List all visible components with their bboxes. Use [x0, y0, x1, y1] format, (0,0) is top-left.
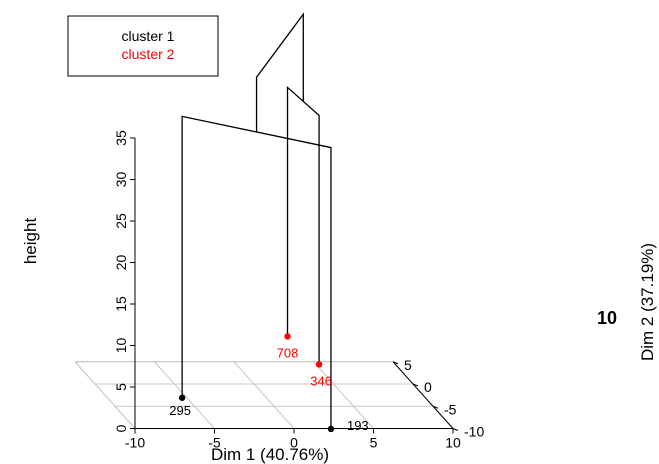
y-tick-label: -5: [444, 401, 457, 417]
z-tick-label: 30: [113, 172, 129, 188]
grid-line-x-2: [233, 361, 295, 429]
point-346: [315, 361, 323, 368]
x-tick-label: 0: [290, 435, 298, 451]
x-axis-label: Dim 1 (40.76%): [211, 445, 329, 464]
x-tick-label: -10: [125, 435, 145, 451]
y-tick-label: 5: [404, 357, 412, 373]
grid-line-x-3: [313, 361, 374, 429]
point-708: [284, 333, 291, 340]
y-axis-line: [392, 361, 454, 429]
merge-branch-1: [181, 115, 332, 429]
z-tick-label: 5: [113, 383, 129, 391]
y-tick-3: [392, 361, 399, 365]
y-tick-2: [412, 383, 419, 387]
legend: cluster 1 cluster 2: [67, 15, 219, 77]
axes: [130, 137, 459, 434]
y-tick-1: [432, 405, 439, 409]
z-tick-label: 25: [113, 213, 129, 229]
z-tick-label: 20: [113, 255, 129, 271]
grid-line-x-1: [154, 361, 215, 429]
x-tick-label: 5: [370, 435, 378, 451]
point-label-295: 295: [169, 403, 191, 418]
point-295: [178, 394, 186, 401]
z-axis-label: height: [21, 218, 40, 265]
z-tick-label: 10: [113, 338, 129, 354]
legend-entry-cluster-1: cluster 1: [122, 28, 175, 44]
y-tick-0: [452, 428, 459, 431]
point-193: [327, 425, 335, 433]
floor-grid: [74, 361, 454, 429]
point-label-708: 708: [277, 345, 299, 360]
points: 295 193 346 708: [169, 333, 369, 433]
legend-box: [67, 15, 219, 77]
merge-branch-top: [255, 12, 304, 132]
x-tick-label: -5: [208, 435, 221, 451]
legend-entry-cluster-2: cluster 2: [122, 46, 175, 62]
point-label-193: 193: [347, 418, 369, 433]
merge-branch-2: [286, 85, 320, 365]
z-tick-label: 15: [113, 296, 129, 312]
extra-label: 10: [597, 308, 617, 328]
y-tick-label: 0: [424, 379, 432, 395]
z-tick-label: 0: [113, 424, 129, 432]
z-tick-label: 35: [113, 130, 129, 146]
y-tick-label: -10: [464, 424, 484, 440]
point-label-346: 346: [310, 373, 332, 388]
grid-edge-1: [74, 361, 136, 429]
x-tick-label: 10: [445, 435, 461, 451]
y-axis-label: Dim 2 (37.19%): [638, 243, 657, 361]
dendrogram: [181, 12, 332, 429]
